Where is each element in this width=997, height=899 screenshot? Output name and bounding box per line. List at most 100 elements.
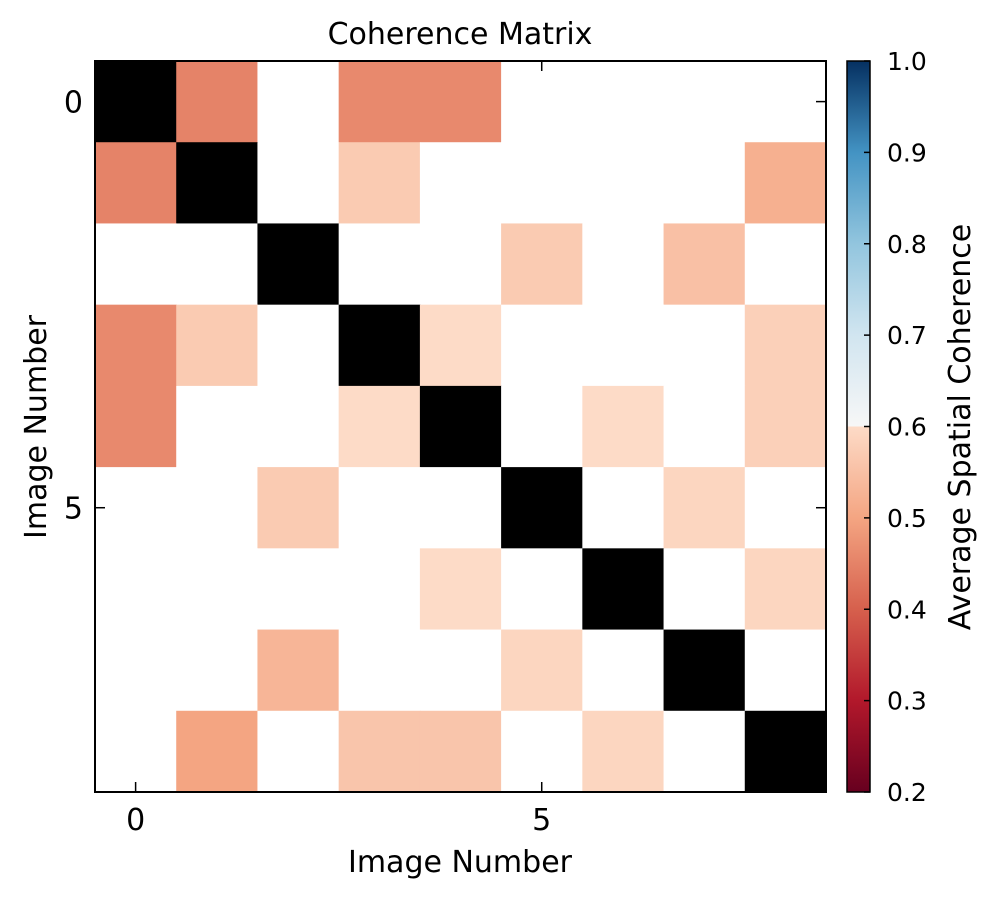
heatmap-cell-r6-c5 [501, 548, 583, 631]
heatmap-cell-r5-c2 [257, 467, 340, 549]
heatmap-cell-r8-c1 [176, 710, 259, 793]
heatmap-cell-r0-c1 [176, 61, 259, 143]
heatmap-cell-r3-c2 [257, 304, 340, 387]
heatmap-cell-r7-c2 [257, 629, 340, 712]
heatmap-cell-r5-c8 [744, 467, 827, 549]
heatmap-cell-r7-c5 [501, 629, 583, 712]
heatmap-cell-r5-c5 [501, 467, 583, 549]
plot-frame [94, 60, 827, 793]
colorbar-tick-label: 0.8 [887, 230, 927, 259]
heatmap-cell-r1-c3 [338, 142, 421, 225]
heatmap-cell-r6-c4 [419, 548, 502, 631]
heatmap-cell-r3-c0 [95, 304, 177, 387]
axis-ticks: 0 5 0 5 [64, 61, 826, 838]
heatmap-cell-r1-c1 [176, 142, 259, 225]
heatmap-cell-r6-c6 [582, 548, 665, 631]
heatmap-cell-r6-c7 [663, 548, 746, 631]
heatmap-cell-r5-c1 [176, 467, 259, 549]
heatmap-cell-r4-c1 [176, 385, 259, 468]
heatmap-cell-r8-c3 [338, 710, 421, 793]
y-tick-label: 5 [64, 492, 83, 527]
colorbar-tick-label: 0.6 [887, 413, 927, 442]
heatmap-cell-r2-c0 [95, 223, 177, 306]
heatmap-cell-r2-c6 [582, 223, 665, 306]
heatmap-cell-r7-c3 [338, 629, 421, 712]
heatmap-cell-r1-c8 [744, 142, 827, 225]
heatmap-cell-r3-c5 [501, 304, 583, 387]
heatmap-cell-r4-c3 [338, 385, 421, 468]
heatmap-cell-r6-c0 [95, 548, 177, 631]
heatmap-cell-r4-c6 [582, 385, 665, 468]
heatmap-cell-r6-c2 [257, 548, 340, 631]
heatmap-cell-r8-c4 [419, 710, 502, 793]
heatmap-cell-r7-c1 [176, 629, 259, 712]
y-axis-label: Image Number [19, 314, 54, 539]
heatmap-cell-r4-c5 [501, 385, 583, 468]
heatmap-cell-r3-c4 [419, 304, 502, 387]
heatmap-cell-r5-c6 [582, 467, 665, 549]
heatmap-cell-r2-c4 [419, 223, 502, 306]
heatmap-cell-r1-c0 [95, 142, 177, 225]
colorbar-tick-label: 0.2 [887, 778, 927, 807]
heatmap-cell-r8-c7 [663, 710, 746, 793]
colorbar-tick-label: 0.9 [887, 138, 927, 167]
heatmap-cell-r8-c0 [95, 710, 177, 793]
y-tick-label: 0 [64, 86, 83, 121]
heatmap-cell-r2-c2 [257, 223, 340, 306]
heatmap-cell-r7-c7 [663, 629, 746, 712]
x-tick-label: 5 [532, 803, 551, 838]
colorbar: 0.2 0.3 0.4 0.5 0.6 0.7 0.8 0.9 1.0 [846, 47, 927, 807]
heatmap-cell-r8-c8 [744, 710, 827, 793]
heatmap-cell-r2-c7 [663, 223, 746, 306]
heatmap-cell-r3-c8 [744, 304, 827, 387]
heatmap-cell-r3-c7 [663, 304, 746, 387]
heatmap-cell-r8-c6 [582, 710, 665, 793]
heatmap-cell-r1-c2 [257, 142, 340, 225]
heatmap-cell-r0-c8 [744, 61, 827, 143]
heatmap-cell-r1-c5 [501, 142, 583, 225]
heatmap-cells [95, 61, 827, 793]
heatmap-cell-r2-c5 [501, 223, 583, 306]
heatmap-cell-r3-c3 [338, 304, 421, 387]
heatmap-cell-r1-c4 [419, 142, 502, 225]
heatmap-cell-r4-c7 [663, 385, 746, 468]
chart-title: Coherence Matrix [328, 17, 593, 52]
colorbar-tick-label: 0.3 [887, 687, 927, 716]
heatmap-cell-r4-c0 [95, 385, 177, 468]
colorbar-tick-label: 1.0 [887, 47, 927, 76]
heatmap-cell-r0-c4 [419, 61, 502, 143]
x-tick-label: 0 [126, 803, 145, 838]
colorbar-ticks: 0.2 0.3 0.4 0.5 0.6 0.7 0.8 0.9 1.0 [864, 47, 927, 807]
heatmap-cell-r6-c1 [176, 548, 259, 631]
heatmap-cell-r0-c7 [663, 61, 746, 143]
heatmap-cell-r0-c0 [95, 61, 177, 143]
heatmap-cell-r4-c2 [257, 385, 340, 468]
heatmap-cell-r0-c3 [338, 61, 421, 143]
heatmap-cell-r1-c7 [663, 142, 746, 225]
heatmap-cell-r5-c4 [419, 467, 502, 549]
colorbar-tick-label: 0.5 [887, 504, 927, 533]
heatmap-cell-r7-c0 [95, 629, 177, 712]
heatmap-cell-r7-c8 [744, 629, 827, 712]
heatmap-cell-r2-c1 [176, 223, 259, 306]
heatmap-cell-r5-c0 [95, 467, 177, 549]
heatmap-cell-r5-c7 [663, 467, 746, 549]
colorbar-tick-label: 0.4 [887, 595, 927, 624]
heatmap-cell-r8-c5 [501, 710, 583, 793]
heatmap-cell-r3-c1 [176, 304, 259, 387]
heatmap-cell-r6-c8 [744, 548, 827, 631]
colorbar-label: Average Spatial Coherence [943, 224, 978, 630]
heatmap-cell-r6-c3 [338, 548, 421, 631]
heatmap-cell-r5-c3 [338, 467, 421, 549]
heatmap-cell-r4-c4 [419, 385, 502, 468]
x-axis-label: Image Number [348, 845, 573, 880]
heatmap-cell-r7-c6 [582, 629, 665, 712]
heatmap-cell-r1-c6 [582, 142, 665, 225]
heatmap-cell-r0-c6 [582, 61, 665, 143]
heatmap-cell-r7-c4 [419, 629, 502, 712]
heatmap-cell-r3-c6 [582, 304, 665, 387]
heatmap-cell-r4-c8 [744, 385, 827, 468]
heatmap-cell-r0-c5 [501, 61, 583, 143]
colorbar-tick-label: 0.7 [887, 321, 927, 350]
